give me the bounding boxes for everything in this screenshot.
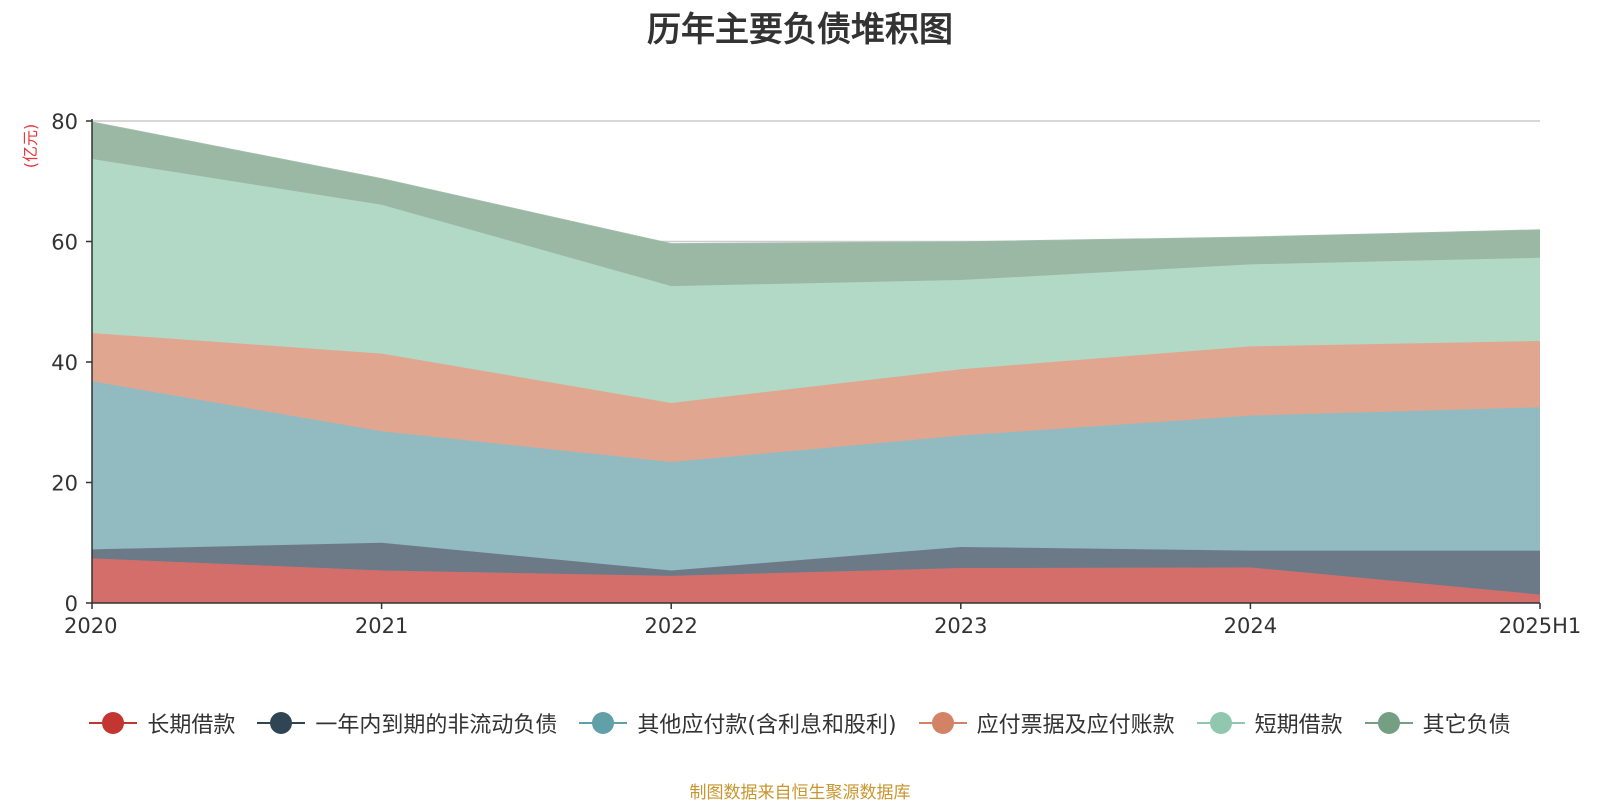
chart-title: 历年主要负债堆积图 bbox=[647, 10, 953, 50]
y-tick-label: 40 bbox=[51, 351, 78, 375]
legend-label: 长期借款 bbox=[147, 713, 236, 738]
area-series-0 bbox=[92, 558, 1540, 603]
legend: 长期借款 一年内到期的非流动负债 其他应付款(含利息和股利) 应付票据及应付账款 短期借… bbox=[0, 705, 1600, 741]
legend-item[interactable]: 长期借款 bbox=[89, 707, 235, 739]
y-tick-label: 60 bbox=[51, 231, 78, 255]
legend-marker-icon bbox=[89, 711, 138, 735]
area-series-1 bbox=[92, 542, 1540, 595]
area-edge-1 bbox=[91, 541, 1540, 572]
legend-label: 一年内到期的非流动负债 bbox=[315, 713, 558, 738]
area-series-3 bbox=[92, 333, 1540, 463]
y-tick-label: 0 bbox=[65, 592, 78, 616]
x-tick-label: 2025H1 bbox=[1499, 614, 1582, 638]
legend-item[interactable]: 短期借款 bbox=[1196, 707, 1343, 739]
x-tick-label: 2022 bbox=[644, 614, 697, 638]
y-tick-label: 20 bbox=[51, 472, 78, 496]
area-series-5 bbox=[92, 122, 1540, 287]
legend-marker-icon bbox=[579, 711, 628, 735]
x-tick-label: 2021 bbox=[355, 614, 408, 638]
legend-item[interactable]: 应付票据及应付账款 bbox=[918, 707, 1175, 739]
legend-marker-icon bbox=[1364, 711, 1413, 735]
y-axis-unit: (亿元) bbox=[21, 124, 40, 169]
legend-label: 短期借款 bbox=[1254, 713, 1343, 738]
y-tick-label: 80 bbox=[51, 110, 78, 134]
legend-marker-icon bbox=[257, 711, 306, 735]
area-edge-5 bbox=[91, 121, 1541, 245]
legend-item[interactable]: 一年内到期的非流动负债 bbox=[257, 707, 557, 739]
legend-label: 应付票据及应付账款 bbox=[976, 713, 1175, 738]
source-note: 制图数据来自恒生聚源数据库 bbox=[689, 783, 911, 803]
x-tick-label: 2024 bbox=[1224, 614, 1277, 638]
area-series-4 bbox=[92, 158, 1540, 403]
x-tick-label: 2023 bbox=[934, 614, 987, 638]
area-series-2 bbox=[92, 381, 1540, 571]
legend-label: 其他应付款(含利息和股利) bbox=[637, 713, 897, 738]
legend-item[interactable]: 其他应付款(含利息和股利) bbox=[579, 707, 897, 739]
legend-marker-icon bbox=[1196, 711, 1245, 735]
legend-label: 其它负债 bbox=[1422, 713, 1511, 738]
legend-item[interactable]: 其它负债 bbox=[1364, 707, 1511, 739]
legend-marker-icon bbox=[918, 711, 967, 735]
x-tick-label: 2020 bbox=[64, 614, 117, 638]
